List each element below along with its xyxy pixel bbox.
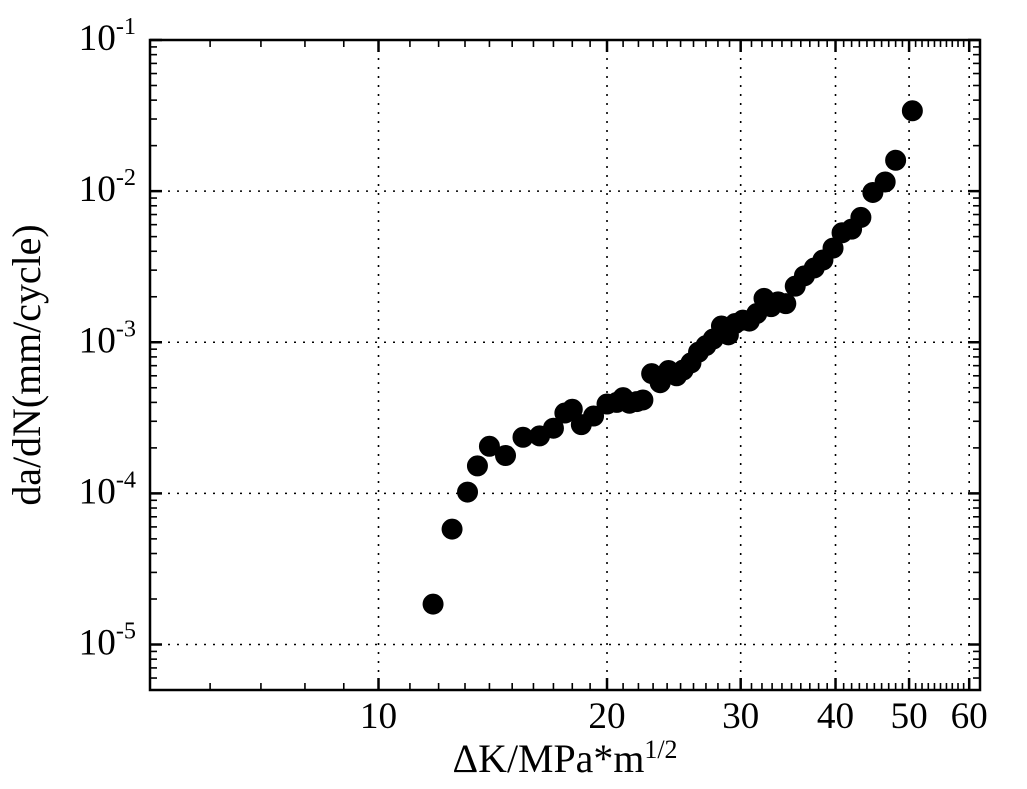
x-tick-label: 30 — [722, 696, 759, 737]
data-point — [458, 482, 478, 502]
data-point — [467, 456, 487, 476]
x-tick-label: 10 — [360, 696, 397, 737]
x-tick-label: 20 — [588, 696, 625, 737]
y-axis-label: da/dN(mm/cycle) — [4, 224, 49, 505]
x-axis-label: ΔK/MPa*m1/2 — [452, 735, 677, 781]
x-tick-label: 60 — [951, 696, 988, 737]
data-point — [875, 172, 895, 192]
data-point — [496, 446, 516, 466]
x-tick-label: 40 — [817, 696, 854, 737]
fatigue-crack-growth-chart: 10203040506010-510-410-310-210-1ΔK/MPa*m… — [0, 0, 1027, 789]
data-point — [886, 150, 906, 170]
data-point — [902, 101, 922, 121]
x-tick-label: 50 — [890, 696, 927, 737]
data-point — [633, 390, 653, 410]
data-point — [851, 207, 871, 227]
data-point — [776, 294, 796, 314]
data-point — [442, 519, 462, 539]
data-point — [423, 594, 443, 614]
